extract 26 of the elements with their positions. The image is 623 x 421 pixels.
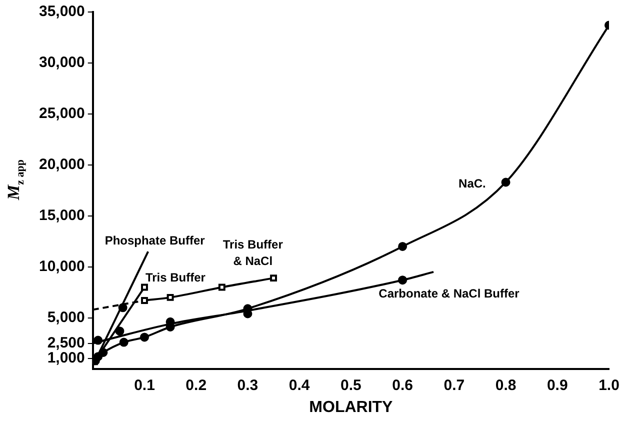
annotation: Phosphate Buffer	[104, 234, 206, 248]
y-tick-label: 10,000	[38, 258, 85, 275]
y-tick-label: 35,000	[38, 3, 85, 20]
x-tick-label: 0.9	[546, 376, 568, 394]
x-tick-label: 1.0	[598, 376, 620, 394]
x-tick-label: 0.7	[444, 376, 465, 394]
y-tick-label: 30,000	[38, 54, 85, 72]
x-tick-label: 0.4	[288, 376, 310, 394]
x-tick-label: 0.8	[495, 376, 516, 394]
annotation: Carbonate & NaCl Buffer	[378, 286, 520, 301]
y-tick-label: 15,000	[38, 207, 85, 224]
y-tick-label: 5,000	[47, 308, 85, 326]
x-tick-label: 0.5	[340, 376, 362, 394]
x-tick-label: 0.3	[237, 376, 258, 394]
x-axis-title: MOLARITY	[309, 398, 394, 416]
y-tick-label: 1,000	[47, 350, 85, 367]
x-tick-label: 0.2	[186, 376, 207, 394]
annotation: & NaCl	[233, 254, 273, 268]
y-tick-label: 2,500	[47, 334, 85, 352]
y-tick-label: 25,000	[38, 105, 85, 122]
annotation: NaC.	[458, 176, 486, 191]
x-tick-label: 0.1	[134, 376, 155, 394]
annotation: Tris Buffer	[145, 270, 206, 284]
x-tick-label: 0.6	[392, 376, 413, 394]
y-tick-label: 20,000	[38, 156, 85, 174]
annotation: Tris Buffer	[222, 237, 284, 252]
